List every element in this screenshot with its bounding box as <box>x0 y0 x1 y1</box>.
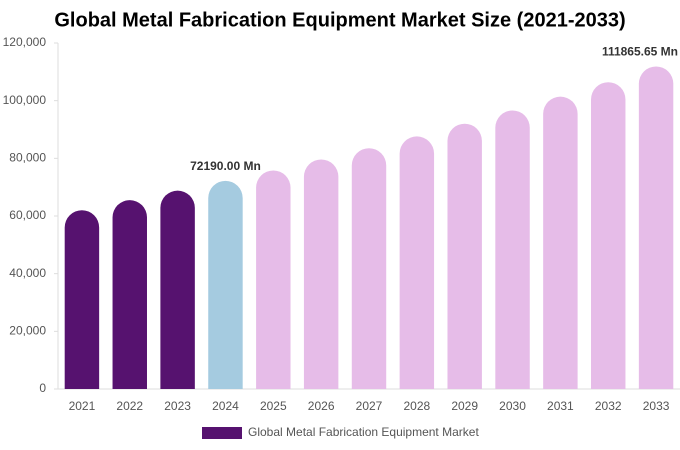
bar <box>399 136 435 389</box>
bar <box>208 180 243 389</box>
y-tick-label: 100,000 <box>3 93 47 107</box>
bar <box>495 110 530 389</box>
y-tick-label: 40,000 <box>9 266 46 280</box>
bar <box>447 123 482 389</box>
bar <box>303 159 339 389</box>
bar <box>256 170 291 389</box>
bar <box>543 96 578 389</box>
y-tick-label: 20,000 <box>9 324 46 338</box>
y-tick-label: 0 <box>39 381 46 395</box>
data-label: 72190.00 Mn <box>190 159 261 173</box>
bar <box>160 190 195 389</box>
x-tick-label: 2024 <box>212 399 239 413</box>
x-tick-label: 2022 <box>116 399 143 413</box>
bar <box>351 148 387 389</box>
x-tick-label: 2028 <box>403 399 430 413</box>
x-tick-label: 2027 <box>356 399 383 413</box>
bar <box>64 210 100 389</box>
y-tick-label: 120,000 <box>3 35 47 49</box>
x-tick-label: 2033 <box>643 399 670 413</box>
x-tick-label: 2023 <box>164 399 191 413</box>
chart-title: Global Metal Fabrication Equipment Marke… <box>54 9 625 31</box>
x-tick-label: 2025 <box>260 399 287 413</box>
bar <box>638 66 674 390</box>
legend-swatch <box>202 427 242 439</box>
data-label: 111865.65 Mn <box>602 45 678 59</box>
x-tick-label: 2029 <box>451 399 478 413</box>
x-tick-label: 2032 <box>595 399 622 413</box>
x-tick-label: 2026 <box>308 399 335 413</box>
bar <box>112 200 147 389</box>
bar <box>591 82 626 389</box>
x-tick-label: 2030 <box>499 399 526 413</box>
y-tick-label: 60,000 <box>9 208 46 222</box>
legend-label: Global Metal Fabrication Equipment Marke… <box>248 425 479 439</box>
x-tick-label: 2021 <box>69 399 96 413</box>
x-tick-label: 2031 <box>547 399 574 413</box>
y-tick-label: 80,000 <box>9 151 46 165</box>
